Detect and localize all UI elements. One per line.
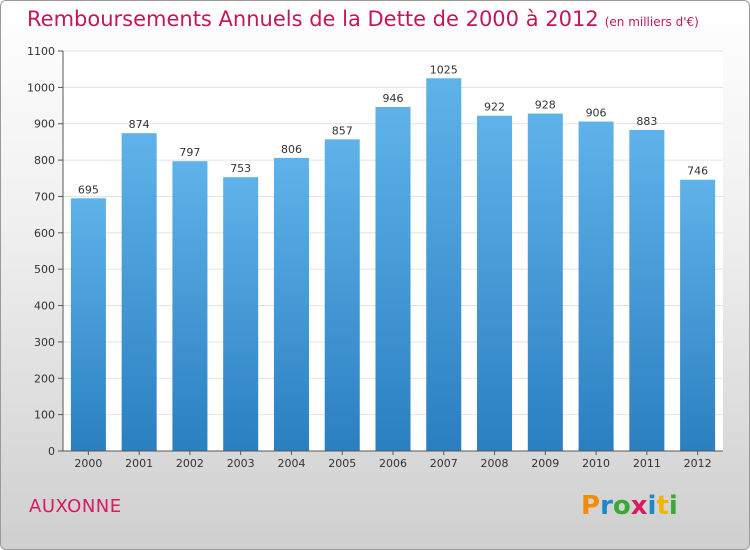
bar-2007 — [426, 78, 462, 451]
bar-2004 — [273, 157, 309, 451]
bar-value-label: 906 — [586, 107, 607, 120]
logo-letter: t — [656, 491, 669, 521]
bar-value-label: 753 — [230, 162, 251, 175]
bar-2005 — [324, 139, 360, 451]
y-tick-label: 1100 — [27, 45, 55, 58]
x-tick-label: 2003 — [227, 457, 255, 470]
y-tick-label: 300 — [34, 336, 55, 349]
bar-value-label: 874 — [129, 118, 150, 131]
bar-2003 — [223, 177, 259, 451]
y-tick-label: 1000 — [27, 81, 55, 94]
x-tick-label: 2004 — [277, 457, 305, 470]
y-tick-label: 700 — [34, 190, 55, 203]
logo-letter: i — [668, 491, 678, 521]
bar-value-label: 883 — [636, 115, 657, 128]
x-tick-label: 2001 — [125, 457, 153, 470]
proxiti-logo: Proxiti — [581, 491, 678, 521]
x-tick-label: 2012 — [684, 457, 712, 470]
logo-letter: P — [581, 491, 601, 521]
bar-2006 — [375, 107, 411, 451]
bar-value-label: 695 — [78, 183, 99, 196]
x-tick-label: 2010 — [582, 457, 610, 470]
bar-2001 — [121, 133, 157, 451]
logo-letter: i — [647, 491, 657, 521]
y-tick-label: 100 — [34, 409, 55, 422]
bar-value-label: 797 — [179, 146, 200, 159]
bar-value-label: 806 — [281, 143, 302, 156]
chart-title-text: Remboursements Annuels de la Dette de 20… — [27, 7, 599, 31]
bar-2009 — [527, 113, 563, 451]
bar-2011 — [629, 129, 665, 451]
x-tick-label: 2005 — [328, 457, 356, 470]
y-tick-label: 600 — [34, 227, 55, 240]
chart-unit: (en milliers d'€) — [604, 15, 699, 29]
bar-value-label: 857 — [332, 124, 353, 137]
chart-title: Remboursements Annuels de la Dette de 20… — [27, 7, 699, 31]
y-tick-label: 400 — [34, 300, 55, 313]
x-tick-label: 2002 — [176, 457, 204, 470]
logo-letter: r — [600, 491, 613, 521]
bar-value-label: 746 — [687, 165, 708, 178]
bar-2012 — [680, 179, 716, 451]
bar-value-label: 928 — [535, 99, 556, 112]
bar-2010 — [578, 121, 614, 451]
bar-value-label: 1025 — [430, 63, 458, 76]
logo-letter: o — [612, 491, 631, 521]
x-tick-label: 2008 — [481, 457, 509, 470]
logo-letter: x — [630, 491, 648, 521]
x-tick-label: 2006 — [379, 457, 407, 470]
y-tick-label: 900 — [34, 118, 55, 131]
y-tick-label: 800 — [34, 154, 55, 167]
bar-2002 — [172, 161, 208, 451]
bar-2000 — [70, 198, 106, 451]
x-tick-label: 2011 — [633, 457, 661, 470]
y-tick-label: 0 — [48, 445, 55, 458]
x-tick-label: 2000 — [74, 457, 102, 470]
y-tick-label: 500 — [34, 263, 55, 276]
bar-2008 — [477, 115, 513, 452]
x-tick-label: 2009 — [531, 457, 559, 470]
bar-value-label: 922 — [484, 101, 505, 114]
city-name: AUXONNE — [29, 496, 122, 517]
x-tick-label: 2007 — [430, 457, 458, 470]
y-tick-label: 200 — [34, 372, 55, 385]
bar-value-label: 946 — [383, 92, 404, 105]
